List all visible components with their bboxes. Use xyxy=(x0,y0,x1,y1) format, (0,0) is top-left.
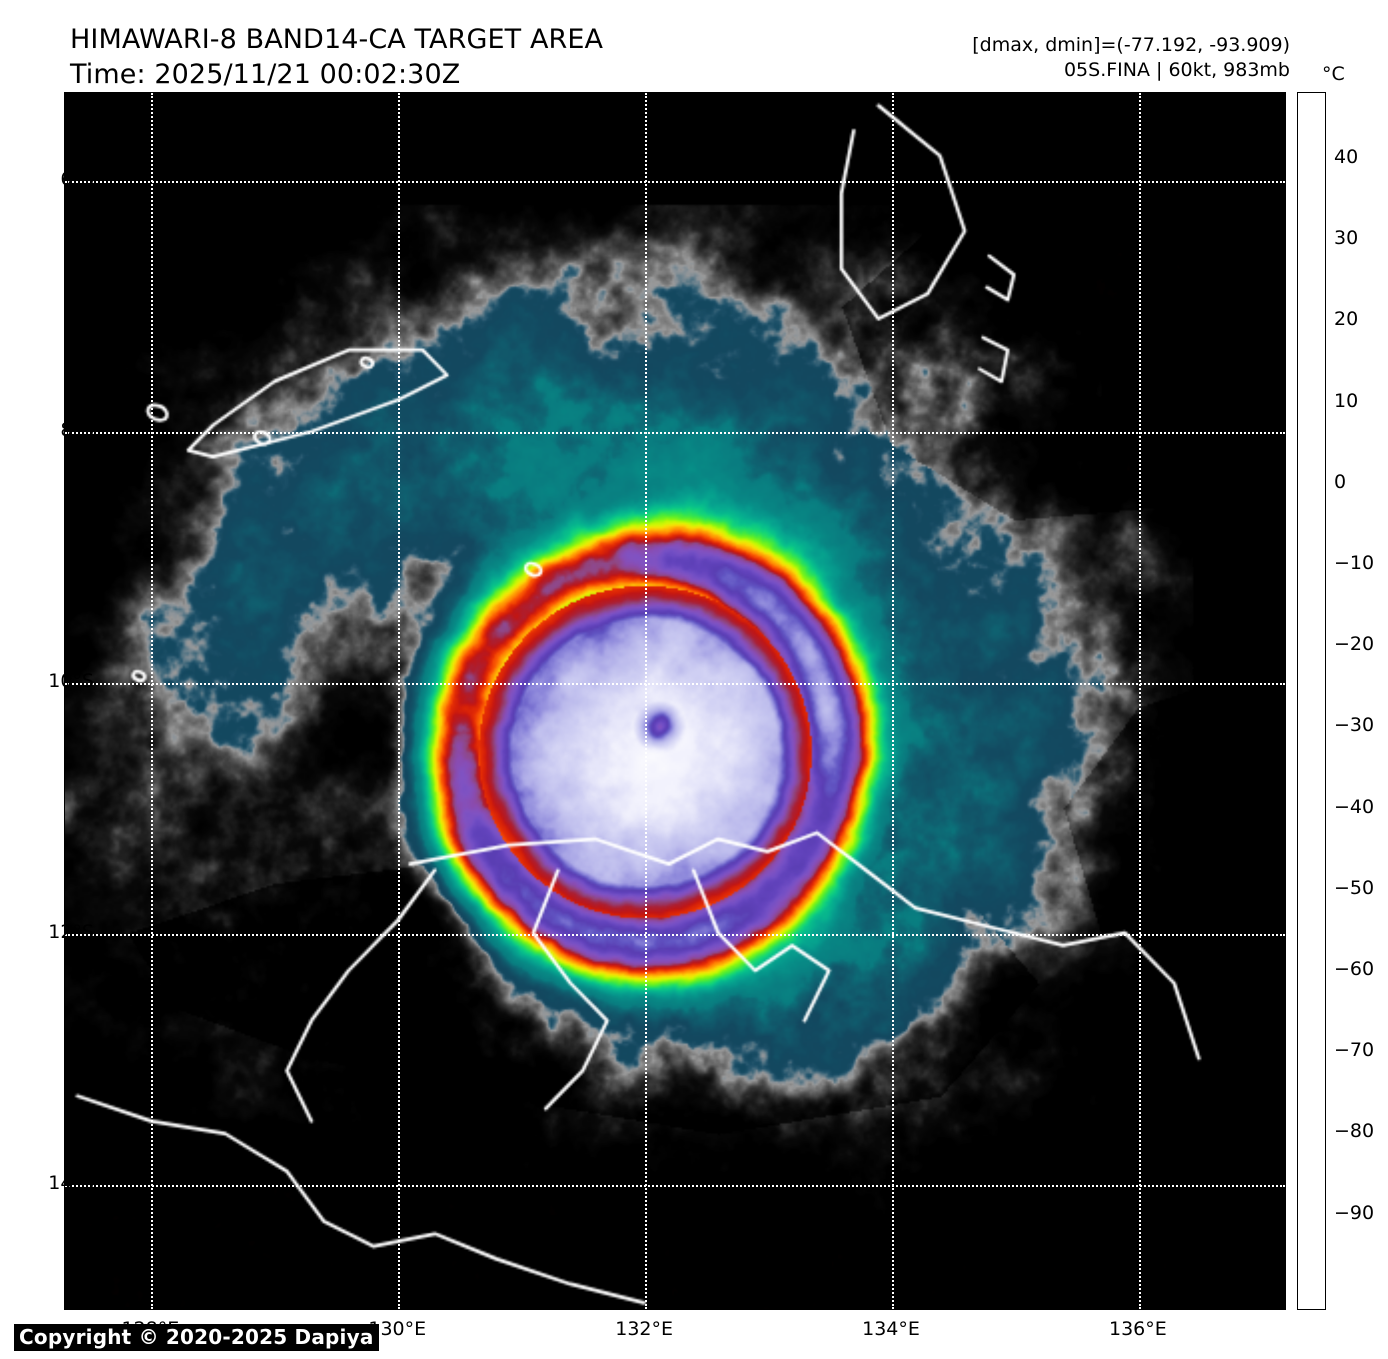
ytick-6°S: 6°S xyxy=(60,167,94,190)
colorbar-tick--10: −10 xyxy=(1334,551,1375,574)
colorbar-tick--30: −30 xyxy=(1334,714,1375,737)
colorbar-tick-10: 10 xyxy=(1334,389,1359,412)
xtick-134°E: 134°E xyxy=(862,1318,920,1340)
colorbar-tick--40: −40 xyxy=(1334,795,1375,818)
storm-annotation: 05S.FINA | 60kt, 983mb xyxy=(1063,59,1290,82)
ytick-14°S: 14°S xyxy=(48,1172,94,1195)
ytick-8°S: 8°S xyxy=(60,419,94,442)
colorbar-tick-0: 0 xyxy=(1334,470,1347,493)
satellite-imagery-canvas xyxy=(65,93,1285,1309)
xtick-130°E: 130°E xyxy=(368,1318,427,1340)
colorbar-unit-label: °C xyxy=(1322,63,1345,85)
xtick-132°E: 132°E xyxy=(615,1318,674,1340)
colorbar-tick--20: −20 xyxy=(1334,633,1375,656)
header-info-block: [dmax, dmin]=(-77.192, -93.909) 05S.FINA… xyxy=(972,33,1290,84)
copyright-notice: Copyright © 2020-2025 Dapiya xyxy=(14,1324,379,1351)
colorbar-tick--50: −50 xyxy=(1334,876,1375,899)
xtick-136°E: 136°E xyxy=(1108,1318,1167,1340)
colorbar-tick-40: 40 xyxy=(1334,145,1359,168)
colorbar-tick-30: 30 xyxy=(1334,227,1359,250)
colorbar-tick--90: −90 xyxy=(1334,1201,1375,1224)
colorbar-tick-20: 20 xyxy=(1334,308,1359,331)
timestamp: Time: 2025/11/21 00:02:30Z xyxy=(70,59,461,91)
colorbar-gradient xyxy=(1297,92,1326,1310)
satellite-image-plot[interactable] xyxy=(64,92,1286,1310)
page-title: HIMAWARI-8 BAND14-CA TARGET AREA xyxy=(70,24,604,55)
ytick-10°S: 10°S xyxy=(48,670,94,693)
colorbar-tick--60: −60 xyxy=(1334,957,1375,980)
colorbar[interactable] xyxy=(1297,92,1326,1310)
header-title-block: HIMAWARI-8 BAND14-CA TARGET AREA Time: 2… xyxy=(70,22,603,92)
ytick-12°S: 12°S xyxy=(48,921,94,944)
colorbar-tick--80: −80 xyxy=(1334,1120,1375,1143)
colorbar-tick--70: −70 xyxy=(1334,1039,1375,1062)
dminmax-annotation: [dmax, dmin]=(-77.192, -93.909) xyxy=(972,34,1290,56)
